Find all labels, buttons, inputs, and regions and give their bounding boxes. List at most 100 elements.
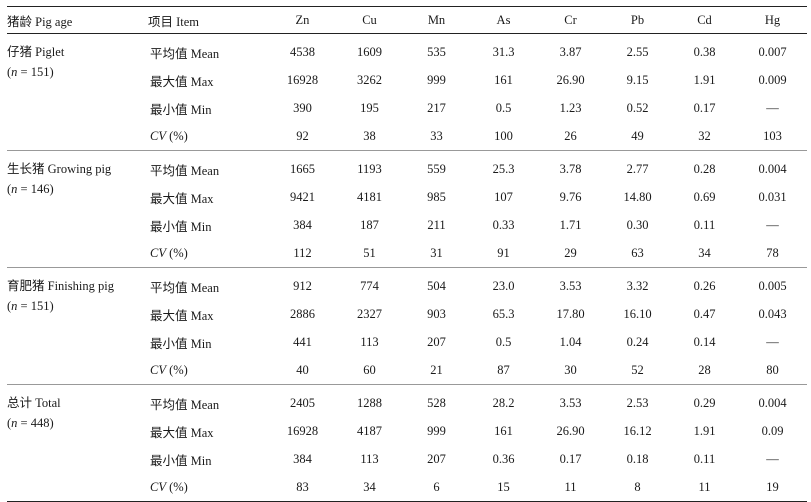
value-cell-cu: 2327 xyxy=(357,306,382,321)
value-cell-mn: 985 xyxy=(427,189,446,204)
value-cell-cd: 0.69 xyxy=(693,189,716,204)
value-cell-cd: 0.47 xyxy=(693,306,716,321)
value-cell-zn: 1665 xyxy=(290,161,315,176)
row-item-label: 最小值 Min xyxy=(150,453,212,468)
value-cell-hg: 103 xyxy=(763,128,782,143)
value-cell-as: 65.3 xyxy=(492,306,515,321)
value-cell-zn: 384 xyxy=(293,217,312,232)
value-cell-cd: 1.91 xyxy=(693,423,716,438)
group-3: 总计 Total (n = 448) 平均值 Mean 2405 1288 528 28.2… xyxy=(7,384,807,502)
value-cell-cu: 3262 xyxy=(357,72,382,87)
value-cell-cu: 113 xyxy=(360,334,379,349)
header-hg: Hg xyxy=(764,12,781,27)
value-cell-mn: 211 xyxy=(427,217,446,232)
group-2: 育肥猪 Finishing pig (n = 151) 平均值 Mean 912 774… xyxy=(7,267,807,385)
header-zn: Zn xyxy=(295,12,310,27)
table-row: 最小值 Min 384 187 211 0.33 1.71 0.30 0.11 — xyxy=(7,211,807,239)
row-item-label: 最小值 Min xyxy=(150,336,212,351)
value-cell-zn: 912 xyxy=(293,278,312,293)
group-label-cell: 育肥猪 Finishing pig (n = 151) xyxy=(7,268,148,385)
value-cell-pb: 2.53 xyxy=(626,395,649,410)
value-cell-hg: — xyxy=(766,100,779,115)
group-label-cell: 总计 Total (n = 448) xyxy=(7,385,148,502)
value-cell-mn: 903 xyxy=(427,306,446,321)
value-cell-cu: 1288 xyxy=(357,395,382,410)
group-sample-size: (n = 151) xyxy=(7,65,54,79)
row-item-label: 平均值 Mean xyxy=(150,397,220,412)
value-cell-as: 31.3 xyxy=(492,44,515,59)
header-cu: Cu xyxy=(362,12,377,27)
heavy-metal-statistics-table: 猪龄 Pig age 项目 Item Zn Cu Mn As Cr Pb Cd … xyxy=(7,6,807,502)
value-cell-hg: — xyxy=(766,451,779,466)
group-label: 育肥猪 Finishing pig xyxy=(7,279,114,293)
value-cell-pb: 16.12 xyxy=(623,423,652,438)
value-cell-cd: 0.14 xyxy=(693,334,716,349)
value-cell-mn: 504 xyxy=(427,278,446,293)
value-cell-cu: 51 xyxy=(363,245,376,260)
value-cell-zn: 384 xyxy=(293,451,312,466)
value-cell-pb: 0.24 xyxy=(626,334,649,349)
value-cell-cr: 26.90 xyxy=(556,72,585,87)
row-item-label: 最大值 Max xyxy=(150,74,214,89)
value-cell-cr: 29 xyxy=(564,245,577,260)
value-cell-mn: 31 xyxy=(430,245,443,260)
value-cell-mn: 207 xyxy=(427,334,446,349)
value-cell-pb: 9.15 xyxy=(626,72,649,87)
value-cell-cr: 26 xyxy=(564,128,577,143)
value-cell-hg: 0.004 xyxy=(758,161,787,176)
header-pig-age: 猪龄 Pig age xyxy=(7,14,73,29)
value-cell-as: 28.2 xyxy=(492,395,515,410)
value-cell-pb: 16.10 xyxy=(623,306,652,321)
header-cr: Cr xyxy=(564,12,577,27)
value-cell-mn: 21 xyxy=(430,362,443,377)
value-cell-zn: 390 xyxy=(293,100,312,115)
value-cell-zn: 2886 xyxy=(290,306,315,321)
value-cell-pb: 0.18 xyxy=(626,451,649,466)
value-cell-cr: 9.76 xyxy=(559,189,582,204)
value-cell-cr: 1.23 xyxy=(559,100,582,115)
table-row: 最大值 Max 16928 4187 999 161 26.90 16.12 1.91 0.09 xyxy=(7,417,807,445)
header-row: 猪龄 Pig age 项目 Item Zn Cu Mn As Cr Pb Cd … xyxy=(7,6,807,34)
value-cell-cd: 0.11 xyxy=(693,451,716,466)
value-cell-as: 0.33 xyxy=(492,217,515,232)
table-row: 总计 Total (n = 448) 平均值 Mean 2405 1288 528 28.2… xyxy=(7,385,807,431)
row-item-label: 最小值 Min xyxy=(150,219,212,234)
value-cell-zn: 16928 xyxy=(286,72,319,87)
group-label: 仔猪 Piglet xyxy=(7,45,65,59)
value-cell-as: 0.36 xyxy=(492,451,515,466)
table-row: CV (%) 92 38 33 100 26 49 32 103 xyxy=(7,122,807,151)
value-cell-hg: 0.007 xyxy=(758,44,787,59)
value-cell-pb: 0.30 xyxy=(626,217,649,232)
value-cell-as: 161 xyxy=(494,423,513,438)
table-row: 育肥猪 Finishing pig (n = 151) 平均值 Mean 912 774… xyxy=(7,268,807,314)
value-cell-cu: 60 xyxy=(363,362,376,377)
value-cell-cu: 38 xyxy=(363,128,376,143)
value-cell-pb: 2.77 xyxy=(626,161,649,176)
value-cell-cr: 17.80 xyxy=(556,306,585,321)
value-cell-mn: 528 xyxy=(427,395,446,410)
group-label: 总计 Total xyxy=(7,396,61,410)
row-item-label: 平均值 Mean xyxy=(150,46,220,61)
table-row: CV (%) 83 34 6 15 11 8 11 19 xyxy=(7,473,807,502)
row-item-label: 最大值 Max xyxy=(150,191,214,206)
value-cell-cr: 0.17 xyxy=(559,451,582,466)
value-cell-zn: 92 xyxy=(296,128,309,143)
value-cell-as: 161 xyxy=(494,72,513,87)
table-row: 最大值 Max 2886 2327 903 65.3 17.80 16.10 0.47 0.04… xyxy=(7,300,807,328)
value-cell-cd: 1.91 xyxy=(693,72,716,87)
value-cell-zn: 9421 xyxy=(290,189,315,204)
row-item-label: 最小值 Min xyxy=(150,102,212,117)
value-cell-cd: 0.26 xyxy=(693,278,716,293)
value-cell-cu: 4187 xyxy=(357,423,382,438)
value-cell-mn: 559 xyxy=(427,161,446,176)
table-row: 最小值 Min 441 113 207 0.5 1.04 0.24 0.14 — xyxy=(7,328,807,356)
table-row: 最大值 Max 16928 3262 999 161 26.90 9.15 1.91 0.009 xyxy=(7,66,807,94)
header-cd: Cd xyxy=(697,12,712,27)
value-cell-cr: 3.78 xyxy=(559,161,582,176)
value-cell-zn: 112 xyxy=(293,245,312,260)
value-cell-cr: 26.90 xyxy=(556,423,585,438)
value-cell-as: 25.3 xyxy=(492,161,515,176)
value-cell-cd: 0.11 xyxy=(693,217,716,232)
table-row: CV (%) 40 60 21 87 30 52 28 80 xyxy=(7,356,807,385)
row-item-label: CV (%) xyxy=(150,245,188,260)
